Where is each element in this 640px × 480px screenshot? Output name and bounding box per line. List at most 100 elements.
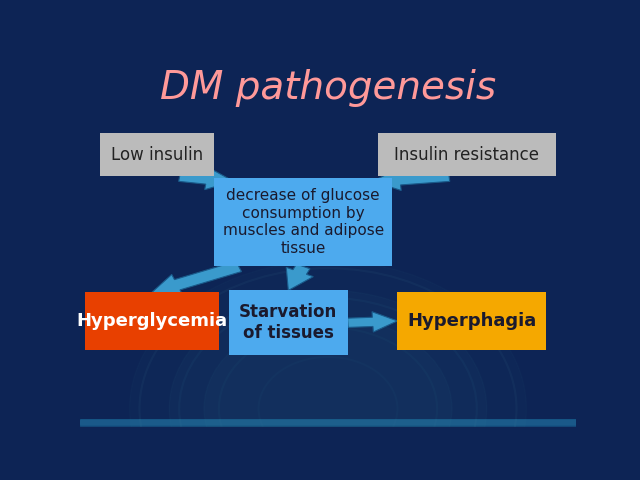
Bar [80,422,576,426]
Bar [80,422,576,425]
FancyBboxPatch shape [229,290,348,355]
Bar [80,421,576,425]
Bar [80,421,576,425]
Bar [80,420,576,424]
Bar [80,423,576,427]
Bar [80,422,576,426]
Bar [80,422,576,426]
Bar [80,422,576,426]
Bar [80,422,576,426]
Bar [80,421,576,425]
Bar [80,420,576,424]
Bar [80,423,576,427]
Bar [80,420,576,424]
Bar [80,420,576,424]
Polygon shape [286,264,313,290]
Bar [80,421,576,425]
Text: Insulin resistance: Insulin resistance [394,145,540,164]
Bar [80,421,576,425]
Bar [80,421,576,425]
Bar [80,422,576,425]
Bar [80,420,576,424]
Bar [80,421,576,425]
Text: Hyperphagia: Hyperphagia [407,312,536,330]
Bar [80,421,576,425]
Bar [80,420,576,424]
Bar [80,422,576,426]
Bar [80,421,576,425]
Bar [80,421,576,425]
Bar [80,421,576,425]
Bar [80,420,576,424]
Bar [80,422,576,425]
Bar [80,421,576,425]
FancyBboxPatch shape [85,292,219,349]
Bar [80,423,576,426]
Bar [80,422,576,426]
Bar [80,423,576,427]
Bar [80,420,576,424]
Bar [80,423,576,427]
Bar [80,421,576,425]
Bar [80,420,576,424]
Polygon shape [372,168,450,191]
Bar [80,420,576,424]
Bar [80,423,576,427]
Bar [80,420,576,424]
Bar [80,421,576,425]
Bar [80,420,576,423]
Bar [80,421,576,425]
Bar [80,421,576,424]
Polygon shape [152,261,241,295]
Bar [80,420,576,424]
Bar [80,421,576,424]
Bar [80,420,576,424]
Text: Starvation
of tissues: Starvation of tissues [239,303,337,342]
Bar [80,423,576,427]
Bar [80,422,576,426]
Bar [80,423,576,427]
Bar [80,422,576,425]
Bar [80,422,576,426]
Bar [80,422,576,426]
Bar [80,420,576,424]
Bar [80,423,576,427]
FancyBboxPatch shape [100,133,214,176]
Bar [80,422,576,426]
Bar [80,420,576,424]
Bar [80,421,576,425]
Bar [80,422,576,426]
Bar [80,422,576,426]
Polygon shape [348,312,397,332]
Bar [80,423,576,427]
Bar [80,420,576,424]
Bar [80,420,576,424]
Bar [80,423,576,426]
Bar [80,423,576,427]
Bar [80,423,576,426]
Bar [80,423,576,426]
Bar [80,420,576,424]
Bar [80,420,576,423]
Bar [80,423,576,427]
Bar [80,422,576,426]
FancyBboxPatch shape [214,178,392,266]
Bar [80,423,576,427]
Bar [80,422,576,426]
Bar [80,423,576,427]
Text: Low insulin: Low insulin [111,145,203,164]
Text: decrease of glucose
consumption by
muscles and adipose
tissue: decrease of glucose consumption by muscl… [223,189,384,256]
Bar [80,422,576,426]
Polygon shape [179,168,234,190]
Bar [80,420,576,424]
Text: Hyperglycemia: Hyperglycemia [76,312,227,330]
Bar [80,423,576,427]
Bar [80,422,576,426]
Bar [80,421,576,425]
FancyBboxPatch shape [397,292,547,349]
Bar [80,421,576,425]
Bar [80,420,576,424]
Bar [80,421,576,424]
Text: DM pathogenesis: DM pathogenesis [160,69,496,107]
Bar [80,422,576,426]
